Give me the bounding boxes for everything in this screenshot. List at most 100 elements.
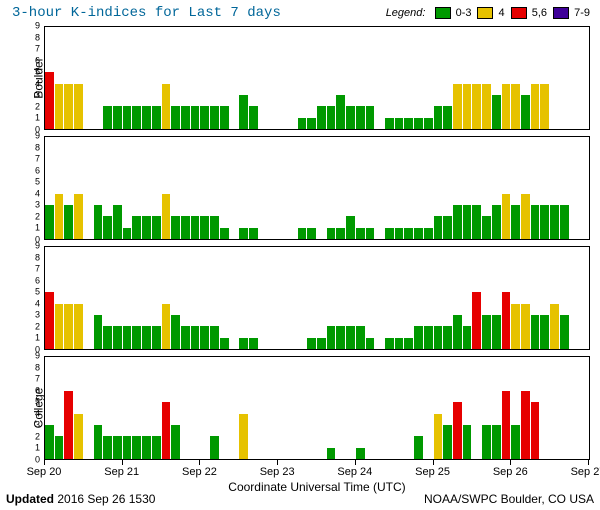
bar	[521, 304, 530, 349]
bar	[414, 436, 423, 459]
bar	[424, 326, 433, 349]
y-tick: 5	[35, 398, 40, 407]
bar	[434, 216, 443, 239]
bar	[162, 402, 171, 459]
bar	[55, 84, 64, 129]
y-tick: 7	[35, 155, 40, 164]
bar	[132, 436, 141, 459]
bar	[346, 106, 355, 129]
bar	[239, 228, 248, 239]
x-tick-mark	[44, 460, 45, 465]
bar	[453, 315, 462, 349]
bar	[346, 326, 355, 349]
bar	[434, 106, 443, 129]
bar	[443, 106, 452, 129]
bar	[453, 84, 462, 129]
bar	[181, 216, 190, 239]
bar	[55, 436, 64, 459]
bar	[74, 194, 83, 239]
bar	[502, 194, 511, 239]
bar	[45, 425, 54, 459]
bar	[395, 338, 404, 349]
bar	[356, 326, 365, 349]
bar	[482, 216, 491, 239]
bar	[220, 338, 229, 349]
bar	[531, 205, 540, 239]
bar	[511, 425, 520, 459]
legend-item-label: 0-3	[453, 7, 472, 19]
chart-title: 3-hour K-indices for Last 7 days	[12, 5, 281, 21]
x-tick-mark	[199, 460, 200, 465]
bar	[385, 228, 394, 239]
bar	[531, 84, 540, 129]
bar	[171, 315, 180, 349]
bar	[64, 205, 73, 239]
bar	[366, 228, 375, 239]
bar	[162, 84, 171, 129]
y-tick: 2	[35, 432, 40, 441]
y-tick: 9	[35, 242, 40, 251]
legend-item-label: 7-9	[571, 7, 590, 19]
bar	[492, 315, 501, 349]
bar	[560, 205, 569, 239]
bar	[472, 292, 481, 349]
bar	[404, 228, 413, 239]
bar	[540, 205, 549, 239]
y-tick: 7	[35, 375, 40, 384]
bar	[152, 216, 161, 239]
bar	[540, 315, 549, 349]
bar	[521, 194, 530, 239]
x-tick-label: Sep 23	[260, 466, 295, 478]
bar	[550, 304, 559, 349]
bar	[502, 292, 511, 349]
bar	[385, 338, 394, 349]
bar	[64, 304, 73, 349]
legend-item-label: 5,6	[529, 7, 547, 19]
bar	[210, 436, 219, 459]
x-tick-label: Sep 24	[337, 466, 372, 478]
bars-container	[45, 357, 589, 459]
y-tick: 5	[35, 68, 40, 77]
bar	[336, 326, 345, 349]
bar	[453, 205, 462, 239]
bar	[346, 216, 355, 239]
bar	[113, 326, 122, 349]
bar	[132, 216, 141, 239]
bar	[103, 216, 112, 239]
bar	[307, 118, 316, 129]
bar	[220, 106, 229, 129]
bar	[317, 106, 326, 129]
bar	[132, 106, 141, 129]
y-tick: 3	[35, 311, 40, 320]
legend-swatch	[553, 7, 569, 19]
bar	[511, 84, 520, 129]
bar	[74, 304, 83, 349]
legend-label: Legend:	[386, 7, 426, 19]
y-ticks: 0123456789	[28, 136, 42, 240]
bar	[200, 326, 209, 349]
bar	[123, 228, 132, 239]
bar	[191, 216, 200, 239]
bar	[113, 106, 122, 129]
updated-value: 2016 Sep 26 1530	[57, 492, 155, 506]
y-tick: 4	[35, 409, 40, 418]
y-ticks: 0123456789	[28, 246, 42, 350]
bar	[249, 228, 258, 239]
bar	[492, 425, 501, 459]
bar	[94, 425, 103, 459]
bar	[327, 106, 336, 129]
x-tick-mark	[277, 460, 278, 465]
bar	[356, 228, 365, 239]
bar	[463, 84, 472, 129]
bar	[327, 228, 336, 239]
bar	[113, 205, 122, 239]
y-tick: 2	[35, 212, 40, 221]
bar	[443, 326, 452, 349]
bar	[123, 326, 132, 349]
bar	[492, 205, 501, 239]
x-tick-mark	[433, 460, 434, 465]
bar	[424, 118, 433, 129]
y-tick: 4	[35, 189, 40, 198]
bar	[531, 402, 540, 459]
bar	[356, 448, 365, 459]
